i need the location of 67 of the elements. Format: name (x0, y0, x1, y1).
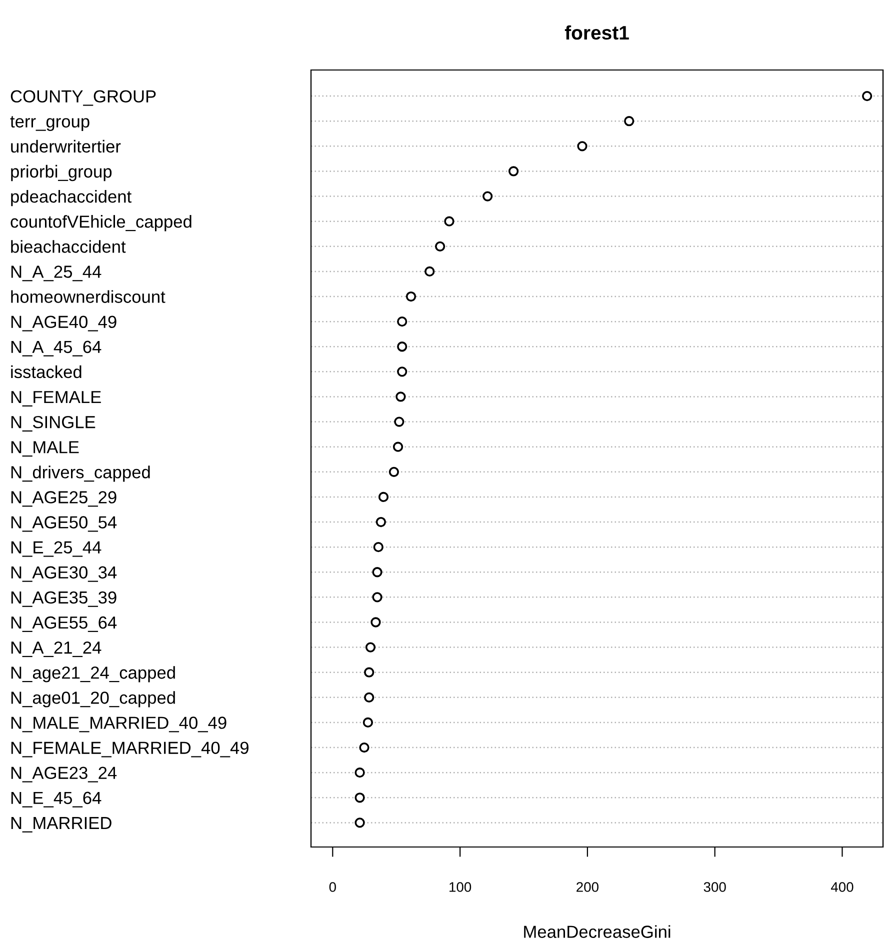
point (378, 492, 389, 502)
point (392, 442, 404, 452)
y-tick-label: N_MARRIED (11, 817, 112, 832)
y-tick-label: N_A_45_64 (11, 340, 102, 356)
point (372, 592, 382, 602)
y-tick-label: N_AGE30_34 (11, 566, 117, 582)
point (397, 316, 408, 327)
y-tick-label: N_AGE35_39 (11, 591, 116, 607)
point (364, 667, 374, 678)
point (577, 141, 588, 152)
y-tick-label: N_age21_24_capped (11, 666, 175, 682)
y-tick-label: N_E_25_44 (11, 541, 102, 557)
y-tick-label: COUNTY_GROUP (10, 90, 156, 106)
y-tick-label: pdeachaccident (11, 190, 132, 206)
y-tick-label: N_FEMALE (11, 391, 101, 406)
y-tick-label: N_AGE50_54 (11, 516, 117, 532)
y-tick-label: bieachaccident (11, 240, 126, 253)
point (388, 466, 400, 477)
point (376, 516, 386, 528)
point (394, 416, 404, 427)
y-tick-label: N_MALE_MARRIED_40_49 (11, 716, 226, 732)
point (406, 291, 416, 302)
point (396, 392, 406, 402)
y-tick-label: homeownerdiscount (11, 290, 166, 303)
x-tick-label: 400 (830, 882, 854, 892)
point (373, 542, 384, 552)
point (444, 216, 454, 226)
y-tick-label: underwritertier (11, 140, 121, 153)
y-tick-label: N_AGE23_24 (11, 766, 117, 782)
point (362, 717, 374, 728)
x-tick-label: 100 (450, 882, 472, 892)
point (424, 266, 435, 277)
point (354, 818, 365, 828)
point (397, 366, 408, 377)
point (624, 116, 634, 126)
point (397, 342, 408, 352)
point (364, 692, 374, 702)
point (434, 241, 446, 252)
y-tick-label: terr_group (10, 116, 90, 132)
point (862, 90, 872, 102)
point (508, 166, 519, 176)
point (354, 792, 365, 803)
point (365, 642, 376, 652)
y-tick-label: countofVEhicle_capped (10, 215, 192, 232)
y-tick-label: isstacked (11, 365, 82, 378)
point (354, 768, 365, 778)
x-tick-label: 300 (704, 882, 726, 892)
y-tick-label: N_AGE40_49 (11, 316, 116, 332)
point (372, 567, 382, 578)
y-tick-label: N_E_45_64 (11, 792, 102, 808)
x-tick-label: 200 (576, 882, 598, 892)
chart-title: forest1 (564, 25, 629, 40)
y-tick-label: N_AGE25_29 (11, 491, 116, 507)
y-tick-label: N_A_25_44 (11, 266, 102, 282)
y-tick-label: N_AGE55_64 (11, 616, 117, 632)
y-tick-label: priorbi_group (11, 164, 112, 182)
y-tick-label: N_drivers_capped (11, 466, 150, 482)
point (482, 191, 493, 202)
x-axis-title: MeanDecreaseGini (524, 925, 670, 938)
point (370, 617, 381, 628)
y-tick-label: N_MALE (11, 441, 79, 457)
x-tick-label: 0 (329, 882, 336, 892)
y-tick-label: N_age01_20_capped (11, 691, 175, 708)
point (359, 742, 370, 753)
y-tick-label: N_FEMALE_MARRIED_40_49 (11, 742, 248, 758)
y-tick-label: N_SINGLE (11, 416, 96, 432)
y-tick-label: N_A_21_24 (11, 641, 102, 658)
